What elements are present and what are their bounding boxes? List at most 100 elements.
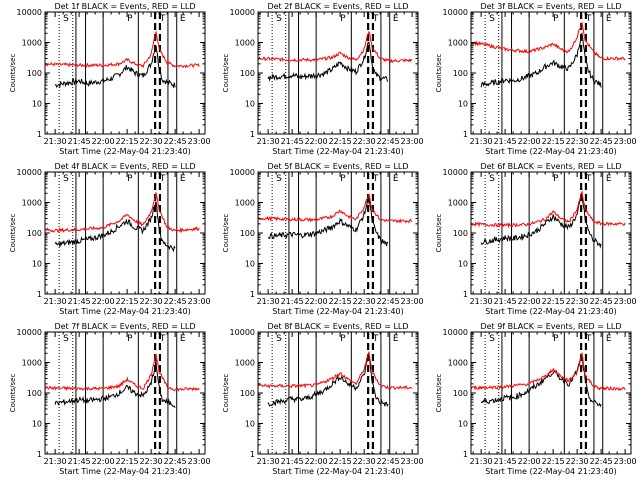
x-tick-label: 22:15	[542, 457, 565, 466]
panel-title: Det 4f BLACK = Events, RED = LLD	[54, 162, 195, 171]
x-tick-label: 22:45	[377, 137, 400, 146]
y-tick-label: 10	[32, 420, 42, 429]
marker-label: T	[585, 334, 592, 344]
y-tick-label: 10000	[443, 168, 468, 177]
events-series-line	[267, 355, 389, 408]
y-tick-label: 10	[458, 260, 468, 269]
y-tick-label: 100	[240, 229, 255, 238]
panel-title: Det 7f BLACK = Events, RED = LLD	[54, 322, 195, 331]
y-tick-label: 100	[240, 389, 255, 398]
marker-label: T	[585, 174, 592, 184]
y-tick-label: 100	[453, 69, 468, 78]
x-tick-label: 21:30	[470, 457, 493, 466]
y-axis-label: Counts/sec	[9, 374, 17, 413]
x-tick-label: 23:00	[188, 137, 211, 146]
panel-title: Det 3f BLACK = Events, RED = LLD	[480, 2, 621, 11]
lld-series-line	[257, 30, 413, 64]
plot-frame	[470, 171, 632, 295]
y-tick-label: 100	[27, 229, 42, 238]
x-tick-label: 23:00	[401, 457, 424, 466]
x-tick-label: 22:00	[518, 297, 541, 306]
x-axis-label: Start Time (22-May-04 21:23:40)	[59, 307, 190, 316]
marker-label: S	[489, 334, 495, 344]
y-tick-label: 1	[463, 450, 468, 459]
plot-frame	[470, 11, 632, 135]
events-series-line	[267, 41, 389, 82]
y-axis-label: Counts/sec	[222, 214, 230, 253]
marker-label: S	[276, 334, 282, 344]
events-series-line	[54, 45, 176, 89]
marker-label: S	[63, 174, 69, 184]
x-tick-label: 22:45	[377, 297, 400, 306]
panel-title: Det 1f BLACK = Events, RED = LLD	[54, 2, 195, 11]
y-tick-label: 10	[458, 100, 468, 109]
x-tick-label: 22:00	[305, 297, 328, 306]
x-tick-label: 23:00	[614, 457, 637, 466]
y-tick-label: 10	[32, 260, 42, 269]
x-tick-label: 22:30	[140, 297, 163, 306]
y-axis-label: Counts/sec	[9, 54, 17, 93]
x-tick-label: 21:45	[494, 457, 517, 466]
y-axis-label: Counts/sec	[435, 374, 443, 413]
lld-series-line	[257, 351, 413, 390]
y-tick-label: 1000	[22, 359, 42, 368]
detector-panel-1: Det 1f BLACK = Events, RED = LLD S P T E 1 10 1…	[9, 2, 211, 156]
marker-label: S	[276, 174, 282, 184]
y-tick-label: 10	[458, 420, 468, 429]
marker-label: S	[63, 334, 69, 344]
detector-panel-8: Det 8f BLACK = Events, RED = LLD S P T E 1 10 1…	[222, 322, 424, 476]
x-tick-label: 23:00	[401, 297, 424, 306]
detector-panel-3: Det 3f BLACK = Events, RED = LLD S P T E 1 10 1…	[435, 2, 637, 156]
x-tick-label: 21:30	[257, 457, 280, 466]
x-tick-label: 22:45	[164, 297, 187, 306]
y-tick-label: 10	[245, 100, 255, 109]
marker-label: S	[276, 14, 282, 24]
marker-label: E	[393, 14, 399, 24]
x-tick-label: 21:45	[68, 457, 91, 466]
events-series-line	[54, 201, 176, 253]
y-tick-label: 1000	[22, 199, 42, 208]
y-axis-label: Counts/sec	[435, 214, 443, 253]
marker-label: E	[606, 14, 612, 24]
x-tick-label: 22:15	[116, 137, 139, 146]
x-tick-label: 22:30	[566, 297, 589, 306]
x-tick-label: 22:15	[329, 297, 352, 306]
y-tick-label: 10000	[230, 168, 255, 177]
marker-label: T	[372, 334, 379, 344]
y-tick-label: 1	[463, 290, 468, 299]
x-tick-label: 21:45	[494, 137, 517, 146]
y-tick-label: 10	[245, 260, 255, 269]
x-tick-label: 22:15	[329, 137, 352, 146]
y-tick-label: 1000	[448, 199, 468, 208]
lld-series-line	[257, 193, 413, 224]
marker-label: E	[393, 174, 399, 184]
x-tick-label: 22:45	[377, 457, 400, 466]
x-tick-label: 23:00	[188, 297, 211, 306]
y-tick-label: 10000	[17, 328, 42, 337]
y-tick-label: 1	[250, 130, 255, 139]
y-tick-label: 1	[463, 130, 468, 139]
marker-label: T	[372, 174, 379, 184]
x-tick-label: 22:30	[566, 137, 589, 146]
x-tick-label: 21:30	[470, 297, 493, 306]
x-tick-label: 22:00	[92, 297, 115, 306]
x-tick-label: 23:00	[188, 457, 211, 466]
panel-title: Det 8f BLACK = Events, RED = LLD	[267, 322, 408, 331]
x-tick-label: 22:00	[92, 137, 115, 146]
detector-panel-7: Det 7f BLACK = Events, RED = LLD S P T E 1 10 1…	[9, 322, 211, 476]
marker-label: E	[180, 334, 186, 344]
marker-label: E	[180, 174, 186, 184]
panel-title: Det 6f BLACK = Events, RED = LLD	[480, 162, 621, 171]
x-tick-label: 21:45	[494, 297, 517, 306]
y-tick-label: 1	[250, 450, 255, 459]
x-tick-label: 23:00	[614, 297, 637, 306]
x-tick-label: 21:45	[281, 457, 304, 466]
x-tick-label: 22:15	[116, 457, 139, 466]
events-series-line	[480, 194, 602, 249]
y-tick-label: 10000	[443, 328, 468, 337]
plot-frame	[44, 171, 206, 295]
marker-label: P	[127, 174, 133, 184]
marker-label: T	[159, 174, 166, 184]
y-axis-label: Counts/sec	[9, 214, 17, 253]
y-tick-label: 10000	[17, 168, 42, 177]
